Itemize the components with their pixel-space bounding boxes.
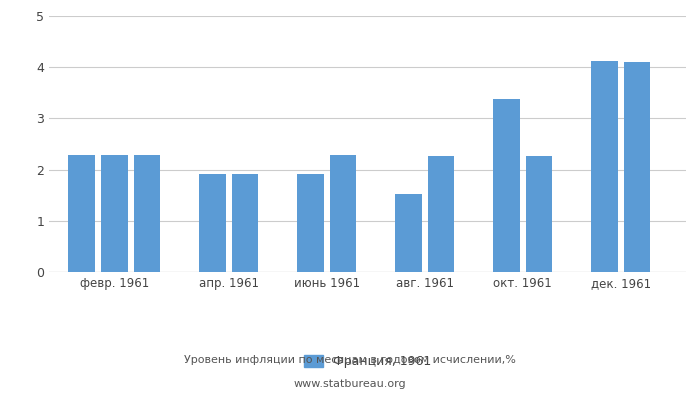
Bar [134,155,160,272]
Text: www.statbureau.org: www.statbureau.org [294,379,406,389]
Bar [199,174,225,272]
Text: Уровень инфляции по месяцам в годовом исчислении,%: Уровень инфляции по месяцам в годовом ис… [184,355,516,365]
Bar [297,174,323,272]
Bar [330,155,356,272]
Bar [101,155,127,272]
Bar [232,174,258,272]
Bar [69,155,95,272]
Bar [428,156,454,272]
Bar [624,62,650,272]
Bar [493,99,519,272]
Legend: Франция, 1961: Франция, 1961 [299,350,436,373]
Bar [526,156,552,272]
Bar [395,194,421,272]
Bar [591,61,617,272]
